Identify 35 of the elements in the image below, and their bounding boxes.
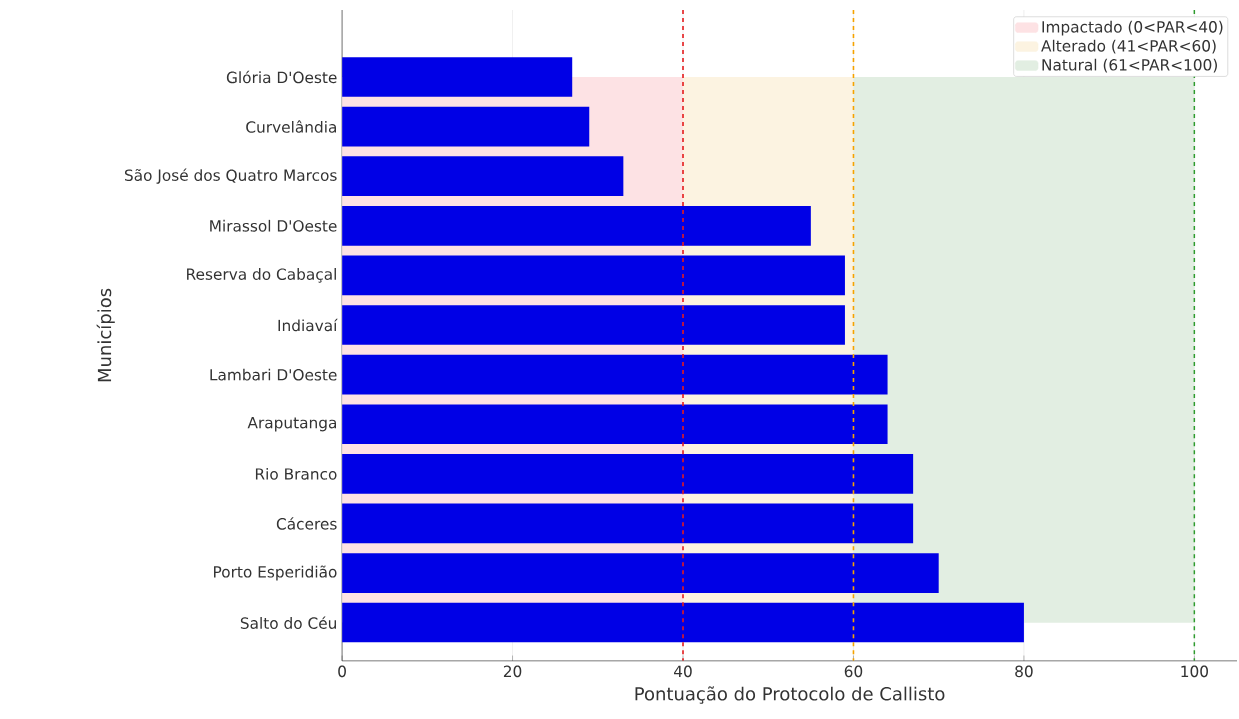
y-tick-label: Rio Branco — [255, 467, 337, 480]
y-axis-title: Municípios — [96, 288, 115, 382]
y-tick-label: Mirassol D'Oeste — [210, 219, 337, 232]
y-tick-label: Salto do Céu — [240, 616, 336, 629]
bar — [342, 255, 845, 296]
x-tick-label: 20 — [503, 665, 522, 678]
bar — [342, 206, 811, 246]
x-tick-label: 40 — [674, 665, 692, 678]
y-tick-label: Lambari D'Oeste — [210, 368, 337, 381]
bar — [342, 156, 624, 197]
bar — [342, 602, 1024, 643]
bar — [342, 57, 573, 97]
legend-label: Impactado (0<PAR<40) — [1042, 20, 1223, 36]
y-tick-label: Cáceres — [276, 517, 337, 530]
x-tick-label: 0 — [338, 665, 346, 678]
bar — [342, 503, 914, 544]
y-tick-label: Reserva do Cabaçal — [187, 268, 336, 283]
bar — [342, 553, 939, 593]
legend-label: Alterado (41<PAR<60) — [1041, 39, 1216, 54]
bar — [342, 354, 888, 395]
y-tick-label: Porto Esperidião — [214, 565, 337, 581]
x-axis-title: Pontuação do Protocolo de Callisto — [635, 686, 945, 704]
x-tick-label: 60 — [844, 665, 863, 678]
y-tick-label: Glória D'Oeste — [226, 70, 337, 84]
bar — [342, 305, 845, 345]
y-tick-label: Curvelândia — [246, 120, 336, 133]
bar — [342, 106, 590, 147]
bar — [342, 454, 914, 494]
y-tick-label: São José dos Quatro Marcos — [124, 168, 337, 184]
x-tick-label: 100 — [1181, 665, 1208, 678]
y-tick-label: Indiavaí — [278, 318, 338, 332]
y-tick-label: Araputanga — [247, 417, 337, 432]
bar — [342, 404, 888, 445]
x-tick-label: 80 — [1015, 665, 1033, 678]
band-label: Natural (61<PAR<100) — [1042, 58, 1217, 73]
